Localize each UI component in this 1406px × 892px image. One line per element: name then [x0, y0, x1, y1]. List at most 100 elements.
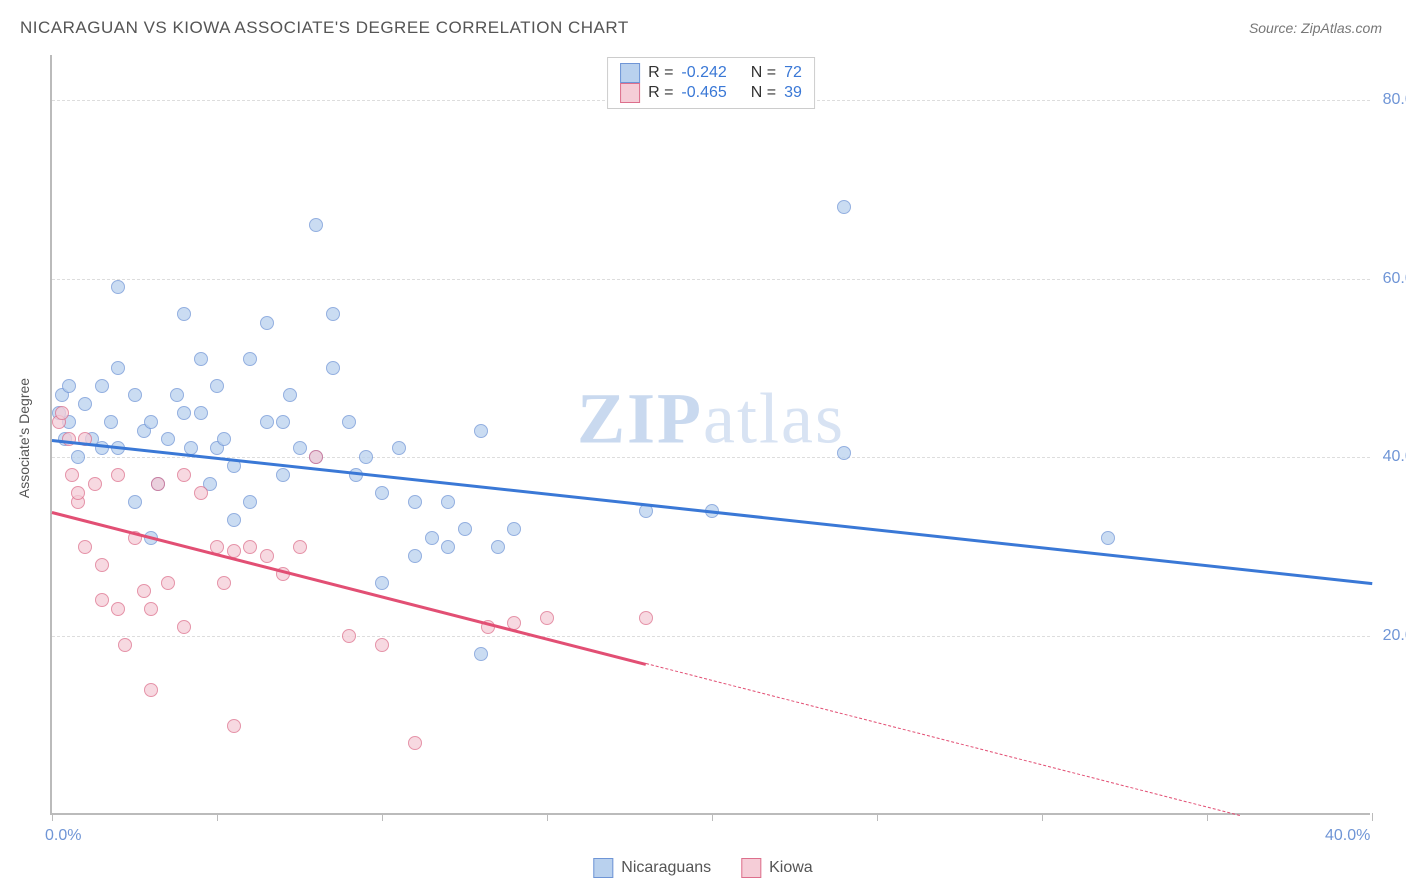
legend-label: Kiowa — [769, 859, 813, 877]
r-label: R = — [648, 64, 673, 82]
legend-swatch — [620, 83, 640, 103]
scatter-point — [474, 647, 488, 661]
x-tick — [1207, 813, 1208, 821]
scatter-point — [194, 352, 208, 366]
scatter-point — [474, 424, 488, 438]
legend-label: Nicaraguans — [621, 859, 711, 877]
legend-item: Nicaraguans — [593, 858, 711, 878]
scatter-point — [217, 432, 231, 446]
scatter-point — [177, 307, 191, 321]
scatter-point — [408, 736, 422, 750]
x-tick — [382, 813, 383, 821]
scatter-point — [177, 468, 191, 482]
scatter-point — [78, 397, 92, 411]
legend-item: Kiowa — [741, 858, 813, 878]
scatter-point — [375, 486, 389, 500]
legend-swatch — [593, 858, 613, 878]
scatter-point — [375, 638, 389, 652]
scatter-point — [95, 593, 109, 607]
x-tick — [877, 813, 878, 821]
scatter-point — [326, 307, 340, 321]
r-value: -0.242 — [681, 64, 726, 82]
y-tick-label: 80.0% — [1383, 91, 1406, 109]
scatter-point — [227, 513, 241, 527]
scatter-point — [128, 495, 142, 509]
x-tick — [1042, 813, 1043, 821]
scatter-point — [194, 406, 208, 420]
scatter-point — [837, 446, 851, 460]
source-label: Source: ZipAtlas.com — [1249, 20, 1382, 36]
scatter-point — [177, 406, 191, 420]
scatter-point — [837, 200, 851, 214]
scatter-point — [227, 719, 241, 733]
scatter-point — [441, 495, 455, 509]
scatter-point — [293, 540, 307, 554]
scatter-point — [118, 638, 132, 652]
scatter-point — [104, 415, 118, 429]
scatter-point — [194, 486, 208, 500]
chart-title: NICARAGUAN VS KIOWA ASSOCIATE'S DEGREE C… — [20, 18, 629, 38]
r-label: R = — [648, 84, 673, 102]
scatter-point — [111, 468, 125, 482]
x-tick — [52, 813, 53, 821]
legend-swatch — [741, 858, 761, 878]
scatter-point — [88, 477, 102, 491]
scatter-point — [326, 361, 340, 375]
scatter-point — [458, 522, 472, 536]
y-axis-label: Associate's Degree — [16, 378, 32, 498]
scatter-point — [78, 540, 92, 554]
scatter-point — [217, 576, 231, 590]
scatter-point — [144, 683, 158, 697]
scatter-point — [71, 486, 85, 500]
scatter-point — [243, 495, 257, 509]
scatter-point — [408, 495, 422, 509]
y-tick-label: 20.0% — [1383, 627, 1406, 645]
scatter-point — [111, 361, 125, 375]
scatter-point — [342, 415, 356, 429]
scatter-point — [540, 611, 554, 625]
scatter-point — [392, 441, 406, 455]
scatter-point — [276, 415, 290, 429]
watermark: ZIPatlas — [577, 377, 845, 460]
gridline — [52, 636, 1370, 637]
scatter-point — [639, 611, 653, 625]
x-tick — [1372, 813, 1373, 821]
scatter-point — [95, 379, 109, 393]
scatter-point — [177, 620, 191, 634]
scatter-point — [128, 388, 142, 402]
scatter-point — [144, 602, 158, 616]
trend-line — [646, 663, 1240, 816]
scatter-point — [210, 379, 224, 393]
scatter-point — [408, 549, 422, 563]
scatter-point — [144, 415, 158, 429]
scatter-point — [161, 432, 175, 446]
scatter-point — [260, 316, 274, 330]
bottom-legend: Nicaraguans Kiowa — [593, 858, 812, 878]
n-label: N = — [751, 84, 776, 102]
scatter-point — [71, 450, 85, 464]
scatter-point — [491, 540, 505, 554]
gridline — [52, 457, 1370, 458]
scatter-point — [243, 352, 257, 366]
scatter-point — [65, 468, 79, 482]
scatter-point — [425, 531, 439, 545]
scatter-point — [283, 388, 297, 402]
scatter-point — [276, 468, 290, 482]
scatter-point — [507, 522, 521, 536]
scatter-point — [55, 406, 69, 420]
scatter-point — [170, 388, 184, 402]
plot-area: ZIPatlas 20.0%40.0%60.0%80.0%R =-0.242N … — [50, 55, 1370, 815]
x-tick — [547, 813, 548, 821]
scatter-point — [243, 540, 257, 554]
scatter-point — [111, 280, 125, 294]
scatter-point — [309, 218, 323, 232]
scatter-point — [359, 450, 373, 464]
scatter-point — [375, 576, 389, 590]
scatter-point — [342, 629, 356, 643]
stats-legend: R =-0.242N =72R =-0.465N =39 — [607, 57, 815, 109]
legend-swatch — [620, 63, 640, 83]
n-value: 39 — [784, 84, 802, 102]
y-tick-label: 40.0% — [1383, 448, 1406, 466]
scatter-point — [260, 549, 274, 563]
scatter-point — [309, 450, 323, 464]
